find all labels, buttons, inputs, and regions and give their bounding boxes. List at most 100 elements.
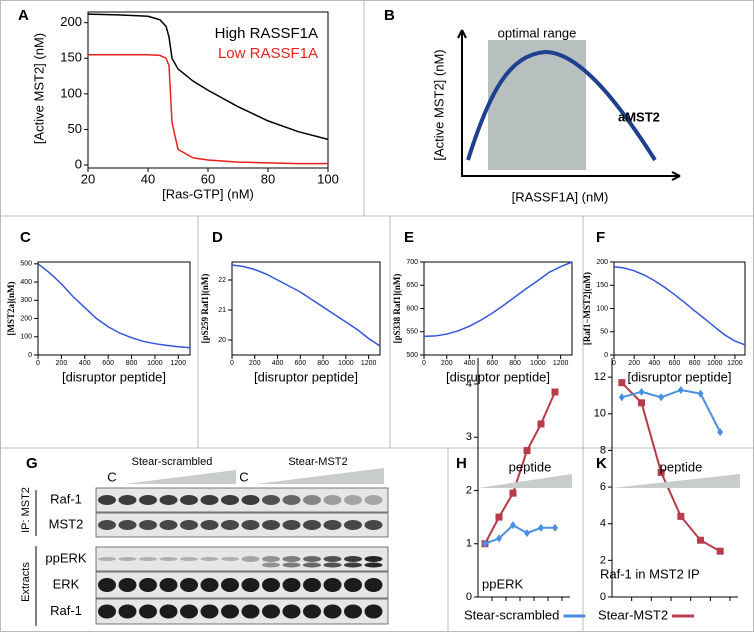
band [118,578,137,592]
line [484,523,555,545]
y-tick-label: 0 [600,591,606,603]
band [180,578,198,592]
marker [638,399,645,407]
band [98,604,116,619]
band [282,520,301,530]
arrowheads [457,29,681,181]
marker [638,387,645,396]
line [423,261,573,338]
x-tick-label: 0 [612,360,616,367]
row-label: ERK [53,576,80,591]
x-tick-label: 400 [272,360,284,367]
band [221,520,239,530]
x-tick-label: 200 [56,360,68,367]
band [282,578,301,592]
x-tick-label: 600 [486,360,498,367]
wedge [124,470,236,484]
y-tick-label: 10 [594,408,606,420]
band [139,604,157,619]
x-tick-label: 1000 [338,360,354,367]
x-tick-label: 1200 [553,360,569,367]
y-axis-label: [Raf1−MST2](nM) [582,272,592,345]
band [262,562,280,568]
y-tick-label: 100 [20,334,32,341]
band [241,604,260,619]
band [344,556,362,562]
band [98,520,116,530]
band [364,495,383,505]
marker [618,393,625,402]
y-tick-label: 21 [218,307,226,314]
y-axis-label: [pS338 Raf1](nM) [392,274,402,344]
band [364,520,383,530]
wedge [478,474,572,488]
x-tick-label: 400 [79,360,91,367]
panel-g: G Stear-scrambled Stear-MST2 C C IP: MST… [20,455,389,626]
section-label: Extracts [20,562,32,602]
band [159,578,178,592]
band [200,557,219,561]
x-tick-label: 200 [249,360,261,367]
curve [466,49,657,162]
band [323,495,342,505]
x-tick-label: 1000 [147,360,163,367]
band [364,578,383,592]
y-tick-label: 650 [406,282,418,289]
row-label: Raf-1 [50,603,82,618]
plot-frame [231,261,381,356]
y-tick-label: 6 [600,481,606,493]
group-label: Stear-MST2 [288,456,347,468]
marker [482,539,488,548]
band [98,557,116,561]
band [118,557,137,561]
marker [495,513,503,521]
x-tick-label: 600 [669,360,681,367]
band [262,495,280,505]
y-axis-label: [Active MST2] (nM) [31,33,46,144]
x-tick-label: 40 [141,171,155,186]
marker [552,523,558,532]
panel-label: B [384,7,395,24]
band [323,556,342,562]
line [613,265,746,346]
y-tick-label: 500 [406,352,418,359]
panel-label: H [456,455,467,472]
band [303,495,321,505]
legend-entry: Stear-MST2 [598,607,668,622]
band [139,557,157,561]
band [303,520,321,530]
y-tick-label: 50 [600,329,608,336]
marker [677,385,684,394]
band [241,578,260,592]
x-tick-label: 1200 [361,360,377,367]
band [221,557,239,561]
band [323,604,342,619]
panel-label: K [596,455,607,472]
band [282,562,301,568]
y-tick-label: 100 [60,85,82,100]
x-axis-label: [disruptor peptide] [62,369,166,384]
band [98,495,116,505]
x-tick-label: 800 [689,360,701,367]
y-tick-label: 100 [596,305,608,312]
band [118,520,137,530]
control-label: C [239,469,248,484]
band [241,520,260,530]
band [180,495,198,505]
marker [496,534,502,543]
band [221,604,239,619]
y-tick-label: 600 [406,305,418,312]
line [37,263,191,349]
panel-label: D [212,229,223,246]
x-tick-label: 1000 [530,360,546,367]
x-tick-label: 400 [648,360,660,367]
y-tick-label: 200 [596,259,608,266]
marker [538,523,544,532]
line [88,53,328,165]
x-axis-label: [disruptor peptide] [446,369,550,384]
marker [510,521,516,530]
band [200,604,219,619]
band [303,604,321,619]
y-axis-label: [MST2a](nM) [6,282,16,336]
